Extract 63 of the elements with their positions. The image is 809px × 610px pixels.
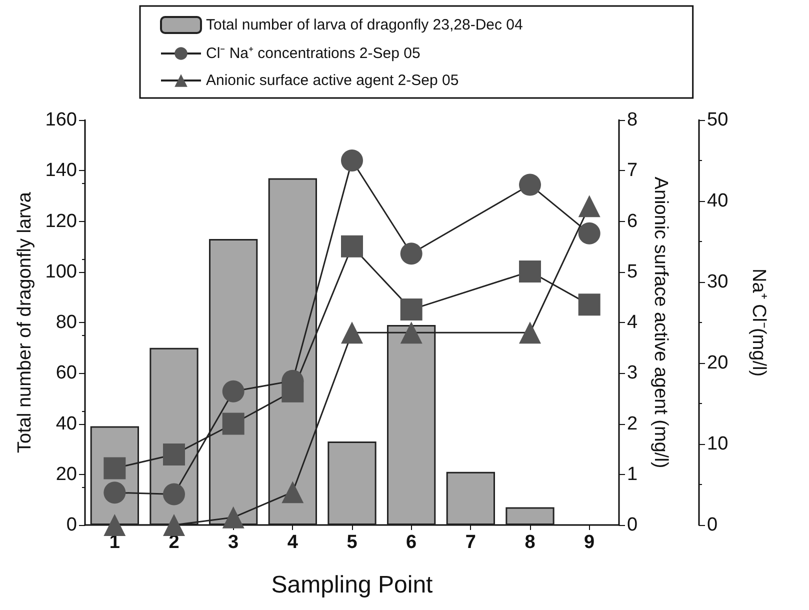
y-tick-label: 20 <box>56 464 77 485</box>
y2-tick-label: 7 <box>627 160 638 182</box>
x-tick-label: 8 <box>524 532 536 553</box>
point <box>222 380 244 402</box>
x-tick-label: 9 <box>584 532 595 553</box>
point <box>282 481 304 504</box>
y-tick-label: 100 <box>45 261 77 282</box>
y2-tick-label: 8 <box>627 110 638 130</box>
point <box>104 482 126 504</box>
y-tick-label: 60 <box>56 362 77 384</box>
point <box>222 412 244 435</box>
y-tick-label: 160 <box>45 110 77 130</box>
point <box>578 195 600 218</box>
point <box>163 444 185 466</box>
x-axis-title: Sampling Point <box>271 572 434 598</box>
bar <box>446 472 495 525</box>
point <box>519 322 541 344</box>
y-tick-label: 40 <box>56 413 77 434</box>
legend-label: Cl⁻ Na⁺ concentrations 2-Sep 05 <box>206 45 420 62</box>
y3-tick-label: 30 <box>707 272 728 292</box>
point <box>519 260 541 282</box>
y2-tick-label: 3 <box>627 362 638 384</box>
point <box>400 298 422 321</box>
point <box>341 322 363 344</box>
y3-tick-label: 40 <box>707 190 728 212</box>
y3-tick-label: 10 <box>707 434 728 454</box>
y-tick-label: 80 <box>56 312 77 333</box>
point <box>341 150 363 172</box>
y2-tick-label: 1 <box>627 464 638 485</box>
y-axis-title: Total number of dragonfly larva <box>14 192 36 453</box>
x-tick-label: 5 <box>346 532 358 553</box>
point <box>400 242 422 265</box>
bar <box>328 441 376 525</box>
point <box>163 483 185 506</box>
point <box>222 506 244 528</box>
y3-tick-label: 0 <box>707 514 718 536</box>
y2-tick-label: 2 <box>627 413 638 434</box>
point <box>341 235 363 258</box>
y2-axis-title: Anionic surface active agent (mg/l) <box>650 176 671 468</box>
y3-axis-title: Na⁺ Cl⁻(mg/l) <box>748 268 769 377</box>
bar <box>506 507 554 525</box>
point <box>104 457 126 480</box>
point <box>519 174 541 196</box>
point <box>578 294 600 316</box>
y3-tick-label: 20 <box>707 352 728 374</box>
y2-tick-label: 0 <box>627 514 638 536</box>
x-tick-label: 3 <box>228 532 239 553</box>
y2-tick-label: 5 <box>627 261 638 282</box>
point <box>578 222 600 244</box>
y2-tick-label: 6 <box>627 210 638 232</box>
y2-tick-label: 4 <box>627 312 638 333</box>
y-tick-label: 120 <box>45 210 77 232</box>
y-tick-label: 140 <box>45 160 77 182</box>
legend-label: Total number of larva of dragonfly 23,28-Dec 04 <box>206 16 523 34</box>
y3-tick-label: 50 <box>707 110 728 130</box>
x-tick-label: 7 <box>465 532 476 553</box>
x-tick-label: 6 <box>406 532 417 553</box>
legend-label: Anionic surface active agent 2-Sep 05 <box>206 72 459 89</box>
point <box>104 514 126 536</box>
y-tick-label: 0 <box>66 514 77 536</box>
point <box>400 322 422 344</box>
x-tick-label: 4 <box>287 532 298 553</box>
point <box>163 514 185 536</box>
